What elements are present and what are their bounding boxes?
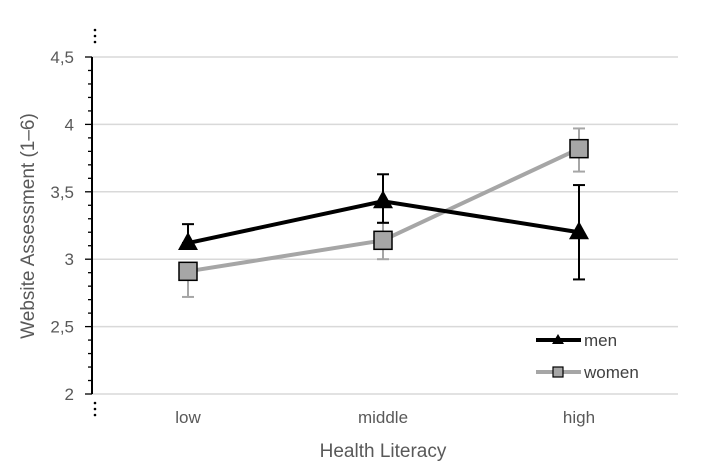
y-tick-label: 2 — [65, 385, 74, 404]
y-axis — [85, 28, 97, 417]
legend-marker — [552, 366, 564, 378]
y-tick-label: 3,5 — [50, 183, 74, 202]
data-point — [569, 138, 589, 159]
data-point — [373, 190, 393, 209]
x-tick-labels: low middle high — [175, 408, 595, 427]
y-tick-label: 2,5 — [50, 318, 74, 337]
x-tick-label: low — [175, 408, 201, 427]
x-tick-label: high — [563, 408, 595, 427]
axis-break-dot — [93, 28, 97, 32]
axis-break-dot — [93, 40, 97, 44]
y-tick-label: 3 — [65, 250, 74, 269]
data-point — [178, 232, 198, 251]
legend-label: men — [584, 331, 617, 350]
axis-break-dot — [93, 413, 97, 417]
legend-item-women: women — [536, 363, 639, 382]
legend-item-men: men — [536, 331, 617, 350]
axis-break-dot — [93, 34, 97, 38]
x-tick-label: middle — [358, 408, 408, 427]
y-tick-label: 4,5 — [50, 48, 74, 67]
y-tick-label: 4 — [65, 115, 74, 134]
legend: men women — [536, 331, 639, 382]
data-point — [178, 261, 198, 282]
y-tick-labels: 2 2,5 3 3,5 4 4,5 — [50, 48, 74, 404]
data-point — [569, 221, 589, 240]
legend-marker — [552, 334, 564, 344]
axis-break-dot — [93, 401, 97, 405]
series-layer — [178, 127, 589, 298]
data-point — [373, 230, 393, 251]
y-axis-label: Website Assessment (1–6) — [18, 113, 39, 339]
series-men — [178, 173, 589, 281]
x-axis-label: Health Literacy — [320, 441, 447, 462]
legend-label: women — [583, 363, 639, 382]
axis-break-dot — [93, 407, 97, 411]
